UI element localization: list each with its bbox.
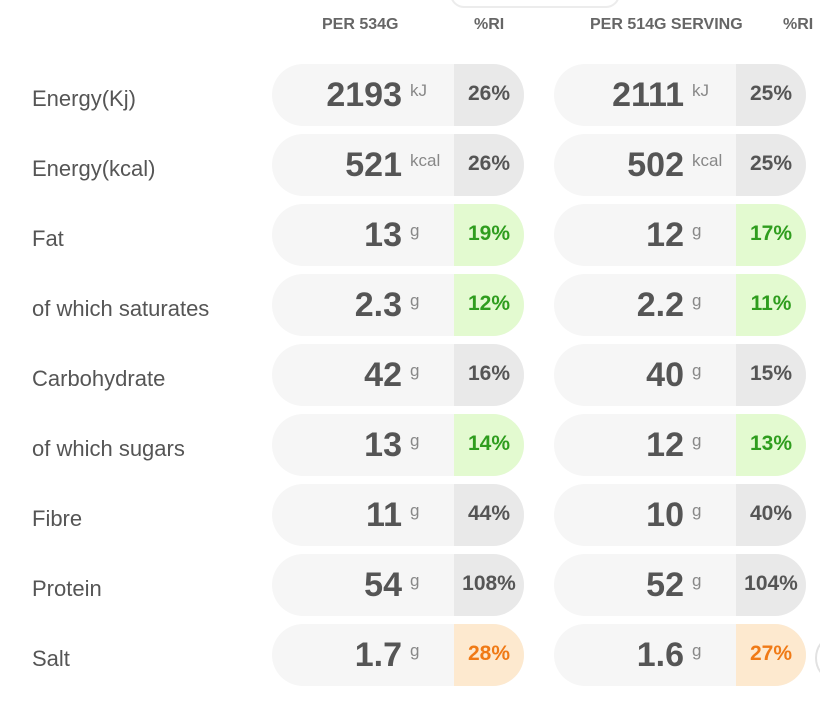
ri-percent-badge: 40%	[736, 484, 806, 546]
per-amount-cell: 1.7 g 28%	[272, 624, 524, 686]
nutrient-label: Protein	[32, 576, 102, 601]
nutrient-label: Carbohydrate	[32, 366, 166, 391]
per-serving-cell: 502 kcal 25%	[554, 134, 806, 196]
nutrient-value: 11	[366, 496, 402, 534]
nutrient-value: 502	[627, 146, 684, 184]
nutrient-row: Carbohydrate 42 g 16% 40 g 15%	[0, 344, 820, 406]
per-serving-cell: 40 g 15%	[554, 344, 806, 406]
ri-percent-badge: 17%	[736, 204, 806, 266]
nutrient-unit: g	[410, 571, 420, 590]
nutrient-value: 12	[646, 426, 684, 464]
nutrient-label: Energy(Kj)	[32, 86, 136, 111]
per-serving-cell: 52 g 104%	[554, 554, 806, 616]
nutrient-unit: kcal	[410, 151, 441, 170]
nutrient-row: Fibre 11 g 44% 10 g 40%	[0, 484, 820, 546]
nutrient-unit: g	[410, 221, 420, 240]
nutrient-value: 10	[646, 496, 684, 534]
nutrient-unit: g	[692, 641, 702, 660]
nutrient-value: 54	[364, 566, 402, 604]
nutrient-label: of which sugars	[32, 436, 185, 461]
nutrient-value: 40	[646, 356, 684, 394]
ri-percent-badge: 44%	[454, 484, 524, 546]
ri-percent-badge: 108%	[454, 554, 524, 616]
ri-percent-badge: 26%	[454, 134, 524, 196]
nutrient-row: Fat 13 g 19% 12 g 17%	[0, 204, 820, 266]
nutrient-label: Salt	[32, 646, 70, 671]
ri-percent-badge: 14%	[454, 414, 524, 476]
ri-percent-badge: 16%	[454, 344, 524, 406]
nutrient-unit: g	[692, 501, 702, 520]
per-serving-cell: 1.6 g 27%	[554, 624, 806, 686]
nutrient-value: 2.3	[354, 286, 402, 324]
nutrient-value: 521	[345, 146, 402, 184]
ri-percent-badge: 25%	[736, 134, 806, 196]
nutrient-unit: kJ	[692, 81, 709, 100]
nutrient-label: of which saturates	[32, 296, 210, 321]
nutrient-value: 1.6	[636, 636, 684, 674]
ri-percent-badge: 19%	[454, 204, 524, 266]
header-per-serving: PER 514G SERVING	[590, 16, 743, 33]
ri-percent-badge: 25%	[736, 64, 806, 126]
nutrient-unit: g	[692, 291, 702, 310]
per-amount-cell: 2193 kJ 26%	[272, 64, 524, 126]
nutrient-label: Fibre	[32, 506, 83, 531]
nutrient-row: Energy(Kj) 2193 kJ 26% 2111 kJ 25%	[0, 64, 820, 126]
nutrient-unit: g	[692, 221, 702, 240]
per-amount-cell: 521 kcal 26%	[272, 134, 524, 196]
nutrient-unit: kcal	[692, 151, 723, 170]
nutrient-unit: g	[410, 431, 420, 450]
nutrient-value: 2111	[612, 76, 684, 114]
nutrient-value: 52	[646, 566, 684, 604]
nutrient-value: 13	[364, 216, 402, 254]
nutrient-label: Energy(kcal)	[32, 156, 156, 181]
top-tab[interactable]	[450, 0, 620, 8]
ri-percent-badge: 13%	[736, 414, 806, 476]
nutrient-value: 12	[646, 216, 684, 254]
nutrient-unit: kJ	[410, 81, 427, 100]
per-serving-cell: 2111 kJ 25%	[554, 64, 806, 126]
nutrient-row: Salt 1.7 g 28% 1.6 g 27%	[0, 624, 820, 686]
nutrient-value: 1.7	[354, 636, 402, 674]
nutrient-label: Fat	[32, 226, 64, 251]
ri-percent-badge: 12%	[454, 274, 524, 336]
header-ri-1: %RI	[474, 16, 505, 33]
per-serving-cell: 2.2 g 11%	[554, 274, 806, 336]
per-amount-cell: 13 g 14%	[272, 414, 524, 476]
nutrient-row: Energy(kcal) 521 kcal 26% 502 kcal 25%	[0, 134, 820, 196]
ri-percent-badge: 26%	[454, 64, 524, 126]
nutrient-unit: g	[410, 361, 420, 380]
nutrient-row: of which saturates 2.3 g 12% 2.2 g 11%	[0, 274, 820, 336]
per-amount-cell: 54 g 108%	[272, 554, 524, 616]
nutrient-unit: g	[410, 291, 420, 310]
nutrient-unit: g	[692, 431, 702, 450]
ri-percent-badge: 11%	[736, 274, 806, 336]
nutrient-unit: g	[410, 641, 420, 660]
nutrient-row: of which sugars 13 g 14% 12 g 13%	[0, 414, 820, 476]
per-amount-cell: 42 g 16%	[272, 344, 524, 406]
header-ri-2: %RI	[783, 16, 814, 33]
nutrient-unit: g	[692, 571, 702, 590]
per-amount-cell: 13 g 19%	[272, 204, 524, 266]
nutrient-value: 2.2	[636, 286, 684, 324]
ri-percent-badge: 15%	[736, 344, 806, 406]
header-per-amount: PER 534G	[322, 16, 399, 33]
per-serving-cell: 12 g 13%	[554, 414, 806, 476]
nutrient-value: 13	[364, 426, 402, 464]
nutrient-value: 42	[364, 356, 402, 394]
ri-percent-badge: 104%	[736, 554, 806, 616]
ri-percent-badge: 28%	[454, 624, 524, 686]
nutrient-unit: g	[692, 361, 702, 380]
per-amount-cell: 2.3 g 12%	[272, 274, 524, 336]
per-amount-cell: 11 g 44%	[272, 484, 524, 546]
ri-percent-badge: 27%	[736, 624, 806, 686]
per-serving-cell: 12 g 17%	[554, 204, 806, 266]
nutrient-value: 2193	[326, 76, 402, 114]
per-serving-cell: 10 g 40%	[554, 484, 806, 546]
nutrient-row: Protein 54 g 108% 52 g 104%	[0, 554, 820, 616]
nutrient-unit: g	[410, 501, 420, 520]
